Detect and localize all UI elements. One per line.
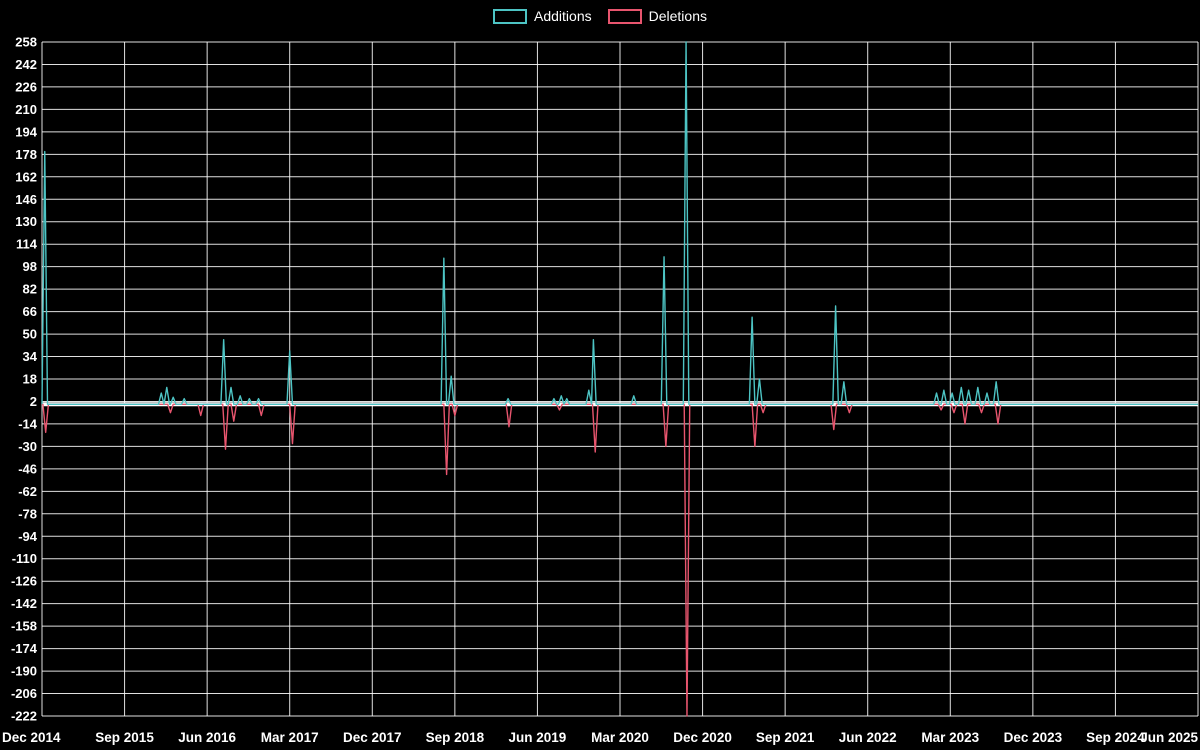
y-tick-label: -110	[12, 551, 37, 566]
y-tick-label: -158	[11, 619, 37, 634]
y-tick-label: -174	[11, 641, 38, 656]
y-tick-labels: 258 242 226 210 194 178 162 146 130 114 98 82 66 50 34…	[11, 35, 38, 724]
y-tick-label: 258	[15, 35, 37, 50]
x-axis-label: Dec 2014	[2, 730, 61, 745]
y-tick-label: 66	[23, 304, 37, 319]
legend: Additions Deletions	[0, 7, 1200, 25]
x-axis-label: Sep 2024	[1086, 730, 1145, 745]
y-tick-label: 226	[15, 79, 37, 94]
legend-item-deletions[interactable]: Deletions	[607, 7, 707, 25]
y-tick-label: 50	[23, 327, 37, 342]
y-tick-label: 194	[15, 124, 37, 139]
y-tick-label: 18	[23, 372, 37, 387]
x-axis-label: Mar 2023	[921, 730, 979, 745]
y-tick-label: 2	[30, 394, 37, 409]
y-tick-label: -14	[18, 416, 38, 431]
x-axis-label: Jun 2025	[1140, 730, 1198, 745]
x-axis-label: Sep 2018	[426, 730, 485, 745]
y-tick-label: 178	[15, 147, 37, 162]
y-tick-label: -78	[18, 506, 37, 521]
x-axis-label: Dec 2020	[673, 730, 732, 745]
additions-swatch-icon	[493, 8, 528, 24]
y-tick-label: 130	[15, 214, 37, 229]
y-tick-label: -46	[18, 461, 37, 476]
x-axis-label: Sep 2015	[95, 730, 154, 745]
x-axis-label: Jun 2019	[509, 730, 567, 745]
y-tick-label: 162	[15, 169, 37, 184]
y-tick-label: 210	[15, 102, 37, 117]
y-tick-label: 98	[23, 259, 37, 274]
y-tick-label: -142	[11, 596, 37, 611]
y-tick-label: -222	[11, 709, 37, 724]
y-tick-label: -62	[18, 484, 37, 499]
x-axis-label: Jun 2022	[839, 730, 897, 745]
y-tick-label: -94	[18, 529, 38, 544]
y-tick-label: -30	[18, 439, 37, 454]
y-tick-label: -190	[11, 664, 37, 679]
y-tick-label: 242	[15, 57, 37, 72]
y-tick-label: -206	[11, 686, 37, 701]
x-axis-label: Jun 2016	[178, 730, 236, 745]
legend-item-additions[interactable]: Additions	[493, 7, 592, 25]
x-axis-label: Mar 2017	[261, 730, 319, 745]
y-tick-label: -126	[11, 574, 37, 589]
y-tick-label: 146	[15, 192, 37, 207]
legend-label-additions: Additions	[534, 8, 592, 24]
x-gridlines	[41, 42, 1199, 716]
legend-label-deletions: Deletions	[648, 8, 707, 24]
x-axis-label: Sep 2021	[756, 730, 815, 745]
additions-line	[41, 41, 1198, 405]
x-axis-label: Dec 2023	[1004, 730, 1063, 745]
deletions-line	[42, 403, 1198, 717]
y-tick-label: 114	[16, 237, 38, 252]
x-axis-label: Mar 2020	[591, 730, 649, 745]
y-tick-label: 82	[23, 282, 37, 297]
deletions-swatch-icon	[607, 8, 642, 24]
x-axis-label: Dec 2017	[343, 730, 402, 745]
y-tick-label: 34	[23, 349, 38, 364]
x-axis-labels: Dec 2014 Sep 2015 Jun 2016 Mar 2017 Dec 2017…	[2, 730, 1198, 745]
